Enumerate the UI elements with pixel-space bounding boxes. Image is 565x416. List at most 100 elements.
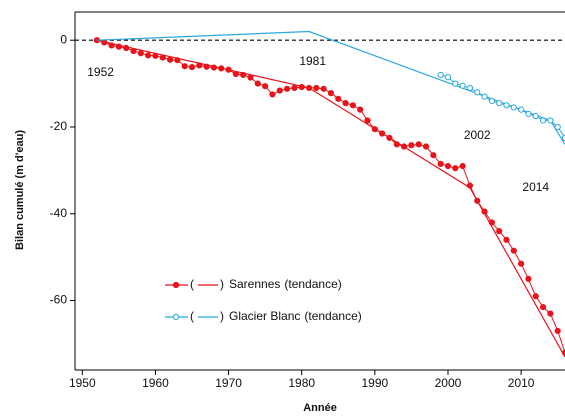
- x-tick-label: 1950: [69, 376, 96, 390]
- x-tick-label: 1980: [288, 376, 315, 390]
- series-line: [440, 74, 565, 139]
- data-point: [481, 208, 488, 215]
- data-point: [525, 275, 532, 282]
- data-point: [459, 162, 466, 170]
- data-point: [452, 80, 459, 87]
- data-point: [276, 87, 283, 94]
- data-point: [466, 84, 474, 92]
- data-point: [218, 65, 225, 72]
- data-point: [415, 141, 422, 148]
- data-point: [532, 113, 539, 120]
- x-tick-label: 1960: [142, 376, 169, 390]
- data-point: [547, 117, 554, 124]
- data-point: [444, 73, 452, 81]
- data-point: [422, 143, 430, 150]
- annotation: 1981: [299, 54, 326, 68]
- data-point: [459, 82, 466, 89]
- data-point: [518, 260, 525, 267]
- data-point: [327, 90, 335, 97]
- y-tick-label: -40: [50, 206, 68, 220]
- x-tick-label: 1970: [215, 376, 242, 390]
- data-point: [123, 44, 130, 52]
- data-point: [437, 71, 444, 79]
- legend-bracket: (: [190, 277, 194, 291]
- data-point: [474, 197, 481, 204]
- data-point: [466, 182, 474, 189]
- data-point: [254, 80, 261, 87]
- legend-trend-label: (tendance): [284, 277, 341, 291]
- data-point: [510, 247, 517, 254]
- y-tick-label: 0: [60, 32, 67, 46]
- data-point: [518, 106, 525, 113]
- data-point: [503, 102, 510, 109]
- data-point: [349, 102, 357, 109]
- data-point: [561, 134, 565, 141]
- data-point: [152, 52, 159, 59]
- data-point: [137, 50, 144, 57]
- data-point: [452, 165, 459, 172]
- data-point: [488, 97, 495, 105]
- data-point: [532, 293, 539, 300]
- data-point: [496, 100, 503, 107]
- data-point: [371, 126, 378, 133]
- annotation: 2014: [522, 180, 549, 194]
- data-point: [320, 85, 327, 92]
- legend-bracket: ): [220, 309, 224, 323]
- data-point: [488, 219, 495, 226]
- data-point: [474, 89, 481, 96]
- data-point: [108, 42, 115, 49]
- data-point: [554, 327, 561, 335]
- annotation: 1952: [87, 65, 114, 79]
- legend-label: Glacier Blanc: [229, 309, 300, 323]
- data-point: [437, 160, 444, 167]
- data-point: [386, 134, 393, 141]
- data-point: [210, 64, 218, 71]
- data-point: [159, 54, 166, 61]
- data-point: [496, 228, 503, 235]
- data-point: [196, 62, 203, 69]
- data-point: [181, 63, 188, 70]
- x-tick-label: 2010: [508, 376, 535, 390]
- data-point: [525, 110, 532, 118]
- data-point: [481, 93, 488, 100]
- data-point: [539, 117, 547, 124]
- data-point: [262, 83, 269, 90]
- data-point: [408, 142, 415, 149]
- x-tick-label: 2000: [435, 376, 462, 390]
- x-axis-label: Année: [303, 402, 337, 414]
- data-point: [240, 71, 247, 79]
- data-point: [188, 64, 196, 71]
- data-point: [232, 70, 239, 78]
- data-point: [554, 123, 561, 131]
- data-point: [269, 91, 276, 98]
- data-point: [342, 100, 349, 107]
- data-point: [561, 349, 565, 356]
- data-point: [335, 95, 342, 102]
- legend-trend-label: (tendance): [304, 309, 361, 323]
- data-point: [145, 52, 152, 59]
- data-point: [503, 236, 510, 243]
- legend-marker: [172, 313, 180, 321]
- x-tick-label: 1990: [361, 376, 388, 390]
- data-point: [401, 143, 408, 150]
- data-point: [364, 117, 371, 124]
- data-point: [430, 152, 437, 159]
- data-point: [444, 162, 452, 170]
- data-point: [174, 57, 181, 64]
- data-point: [166, 56, 174, 63]
- data-point: [298, 83, 305, 91]
- data-point: [283, 85, 291, 92]
- y-tick-label: -60: [50, 293, 68, 307]
- data-point: [203, 63, 210, 70]
- data-point: [357, 106, 364, 113]
- data-point: [115, 43, 122, 50]
- legend-marker: [172, 281, 180, 289]
- series-line: [96, 39, 565, 353]
- data-point: [539, 303, 547, 311]
- trend-line: [96, 30, 565, 145]
- data-point: [379, 130, 386, 137]
- data-point: [510, 104, 517, 111]
- legend-bracket: (: [190, 309, 194, 323]
- data-point: [130, 47, 137, 55]
